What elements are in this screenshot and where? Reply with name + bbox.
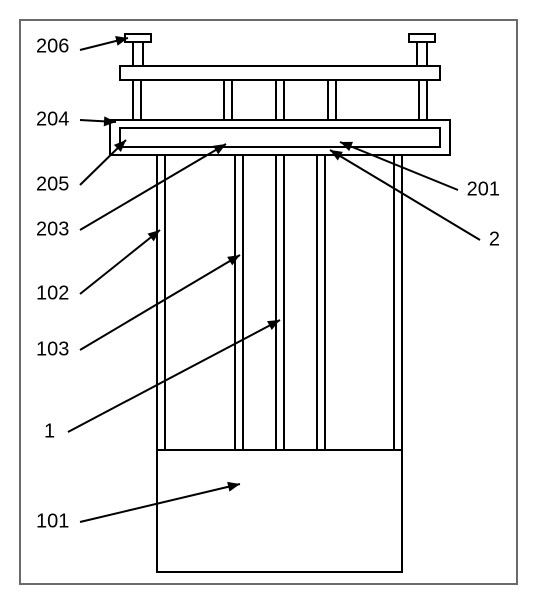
- lbl-204: 204: [36, 108, 116, 130]
- lbl-205-text: 205: [36, 173, 69, 195]
- lbl-102-leader: [80, 230, 160, 294]
- cap_right_top: [409, 34, 435, 42]
- lbl-1: 1: [44, 320, 280, 442]
- lbl-203-text: 203: [36, 218, 69, 240]
- diagram-canvas: 206 204 205 203 102 103 1 101 201 2: [0, 0, 537, 604]
- lbl-2-leader: [330, 150, 480, 240]
- lbl-204-text: 204: [36, 108, 69, 130]
- lbl-1-text: 1: [44, 420, 55, 442]
- top_rail: [120, 66, 440, 80]
- lbl-206-text: 206: [36, 35, 69, 57]
- arrowhead: [227, 255, 240, 265]
- header_inner: [120, 128, 440, 147]
- lbl-101-text: 101: [36, 510, 69, 532]
- lbl-102-text: 102: [36, 282, 69, 304]
- lbl-1-leader: [68, 320, 280, 432]
- cap_left_stem: [133, 42, 143, 66]
- lbl-206: 206: [36, 35, 128, 57]
- cap_right_stem: [417, 42, 427, 66]
- lbl-103-leader: [80, 255, 240, 350]
- lbl-2-text: 2: [489, 228, 500, 250]
- lbl-102: 102: [36, 230, 160, 304]
- lbl-103-text: 103: [36, 338, 69, 360]
- lbl-203-leader: [80, 144, 226, 230]
- cap_left_top: [125, 34, 151, 42]
- lbl-201-text: 201: [467, 178, 500, 200]
- base_block: [157, 450, 402, 572]
- lbl-103: 103: [36, 255, 240, 360]
